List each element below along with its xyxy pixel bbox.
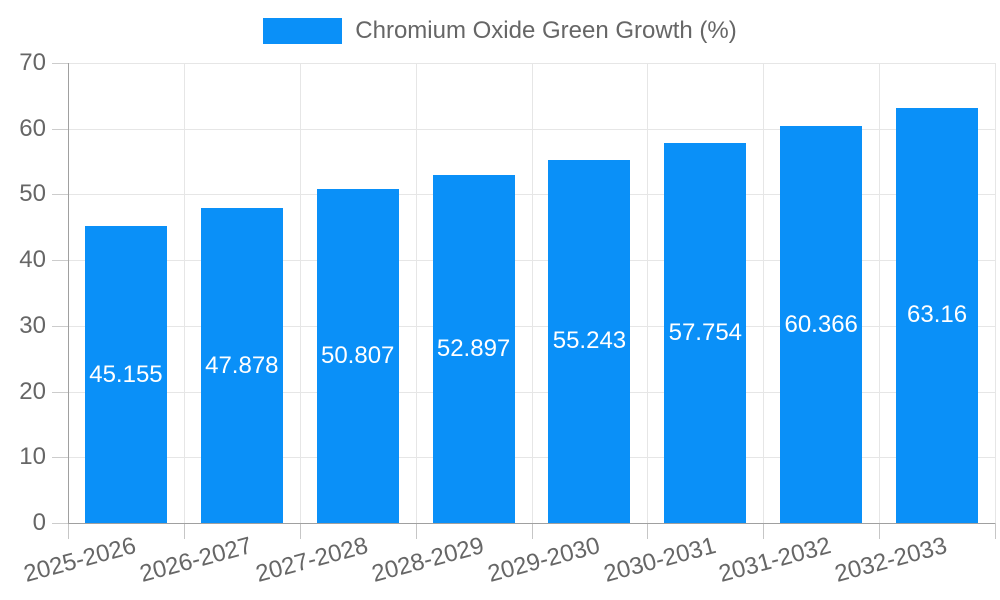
bar-value-label: 50.807 bbox=[320, 342, 395, 370]
x-gridline bbox=[415, 63, 417, 523]
x-gridline bbox=[647, 63, 649, 523]
x-gridline bbox=[299, 63, 301, 523]
x-tick-label: 2026-2027 bbox=[136, 532, 255, 588]
y-tick-label: 0 bbox=[32, 509, 46, 536]
y-tick-mark bbox=[52, 260, 68, 262]
bar-2025-2026[interactable] bbox=[84, 226, 167, 523]
bar-2028-2029[interactable] bbox=[432, 175, 515, 523]
x-tick-label: 2025-2026 bbox=[21, 532, 139, 588]
bar-2026-2027[interactable] bbox=[200, 208, 283, 523]
x-tick-label: 2027-2028 bbox=[252, 532, 371, 588]
bar-2032-2033[interactable] bbox=[896, 107, 979, 523]
chart-legend: Chromium Oxide Green Growth (%) bbox=[0, 17, 1000, 45]
x-gridline bbox=[763, 63, 765, 523]
bar-2031-2032[interactable] bbox=[780, 126, 863, 523]
x-tick-mark bbox=[763, 523, 765, 539]
legend-item[interactable]: Chromium Oxide Green Growth (%) bbox=[263, 17, 737, 45]
y-tick-label: 20 bbox=[19, 377, 46, 405]
y-tick-label: 60 bbox=[19, 114, 46, 142]
x-tick-label: 2028-2029 bbox=[368, 532, 487, 588]
bar-value-label: 55.243 bbox=[552, 327, 627, 355]
x-gridline bbox=[531, 63, 533, 523]
x-gridline bbox=[995, 63, 996, 523]
x-tick-mark bbox=[531, 523, 533, 539]
bar-value-label: 45.155 bbox=[89, 360, 163, 388]
y-tick-label: 30 bbox=[19, 311, 46, 339]
legend-label: Chromium Oxide Green Growth (%) bbox=[355, 17, 737, 44]
x-tick-mark bbox=[879, 523, 881, 539]
y-tick-mark bbox=[52, 128, 68, 130]
x-tick-label: 2030-2031 bbox=[600, 532, 719, 588]
bar-2027-2028[interactable] bbox=[316, 189, 399, 523]
legend-swatch-icon bbox=[263, 18, 343, 44]
x-tick-mark bbox=[995, 523, 996, 539]
y-tick-mark bbox=[52, 194, 68, 196]
y-tick-mark bbox=[52, 325, 68, 327]
bar-2029-2030[interactable] bbox=[548, 159, 631, 523]
bar-value-label: 60.366 bbox=[784, 310, 858, 338]
bar-value-label: 63.16 bbox=[907, 301, 968, 329]
bar-2030-2031[interactable] bbox=[664, 143, 747, 523]
x-tick-mark bbox=[68, 523, 69, 539]
x-tick-mark bbox=[183, 523, 185, 539]
y-tick-mark bbox=[52, 391, 68, 393]
y-tick-label: 10 bbox=[19, 443, 46, 471]
y-axis-line bbox=[68, 63, 69, 523]
y-tick-mark bbox=[52, 523, 68, 524]
x-tick-label: 2032-2033 bbox=[832, 532, 951, 588]
y-tick-label: 40 bbox=[19, 246, 46, 274]
x-gridline bbox=[879, 63, 881, 523]
y-tick-label: 70 bbox=[19, 49, 46, 76]
x-axis-line bbox=[68, 523, 995, 524]
y-tick-mark bbox=[52, 63, 68, 64]
bar-value-label: 57.754 bbox=[668, 319, 743, 347]
x-gridline bbox=[183, 63, 185, 523]
x-tick-mark bbox=[415, 523, 417, 539]
x-tick-label: 2029-2030 bbox=[484, 532, 603, 588]
y-tick-label: 50 bbox=[19, 180, 46, 208]
bar-value-label: 47.878 bbox=[205, 351, 279, 379]
x-tick-label: 2031-2032 bbox=[716, 532, 835, 588]
bar-value-label: 52.897 bbox=[436, 335, 511, 363]
x-tick-mark bbox=[647, 523, 649, 539]
y-tick-mark bbox=[52, 457, 68, 459]
x-tick-mark bbox=[299, 523, 301, 539]
